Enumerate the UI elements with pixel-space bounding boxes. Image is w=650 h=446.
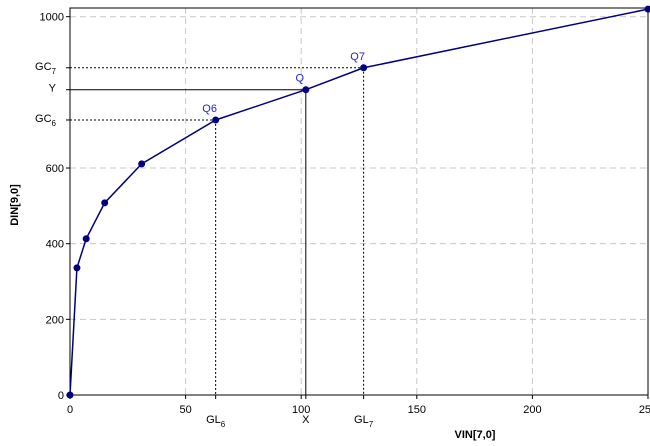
data-point bbox=[82, 235, 90, 243]
guide-y-label: Y bbox=[49, 83, 57, 95]
x-tick-label: 200 bbox=[523, 404, 541, 416]
point-label: Q7 bbox=[350, 51, 365, 63]
guide-x-label-text: GL bbox=[354, 414, 369, 426]
series-line bbox=[69, 8, 649, 396]
x-tick-label: 0 bbox=[67, 404, 73, 416]
data-point bbox=[73, 264, 81, 272]
guide-x-label-sub: 6 bbox=[221, 420, 226, 429]
data-point bbox=[360, 64, 368, 72]
data-point bbox=[212, 116, 220, 124]
data-point bbox=[66, 391, 74, 399]
data-point bbox=[101, 199, 109, 207]
y-tick-label: 400 bbox=[46, 239, 64, 251]
y-tick-label: 600 bbox=[46, 163, 64, 175]
point-label: Q6 bbox=[202, 103, 217, 115]
guide-x-label-text: GL bbox=[206, 414, 221, 426]
y-axis-label: DIN[9,0] bbox=[9, 184, 21, 226]
plot-frame bbox=[69, 7, 649, 396]
point-label: Q bbox=[296, 73, 305, 85]
guide-y-label-text: GC bbox=[35, 61, 52, 73]
guide-y-label-sub: 6 bbox=[52, 119, 57, 128]
guide-x-label: GL6 bbox=[206, 414, 226, 429]
guide-x-label: GL7 bbox=[354, 414, 374, 429]
y-tick-label: 1000 bbox=[40, 12, 64, 24]
guide-y-label: GC6 bbox=[35, 113, 57, 128]
y-tick-label: 0 bbox=[58, 390, 64, 402]
x-tick-label: 50 bbox=[179, 404, 191, 416]
guide-x-label: X bbox=[302, 414, 310, 426]
data-point bbox=[138, 160, 146, 168]
x-axis-label: VIN[7,0] bbox=[455, 429, 496, 441]
guide-x-label-sub: 7 bbox=[369, 420, 374, 429]
guide-y-label: GC7 bbox=[35, 61, 57, 76]
guide-y-label-text: GC bbox=[35, 113, 52, 125]
data-point bbox=[302, 86, 310, 94]
y-tick-label: 200 bbox=[46, 314, 64, 326]
guide-y-label-text: Y bbox=[49, 83, 57, 95]
guide-y-label-sub: 7 bbox=[52, 67, 57, 76]
guide-x-label-text: X bbox=[302, 414, 310, 426]
x-tick-label: 250 bbox=[639, 404, 650, 416]
data-point bbox=[644, 5, 650, 13]
x-tick-label: 100 bbox=[292, 404, 310, 416]
x-tick-label: 150 bbox=[408, 404, 426, 416]
